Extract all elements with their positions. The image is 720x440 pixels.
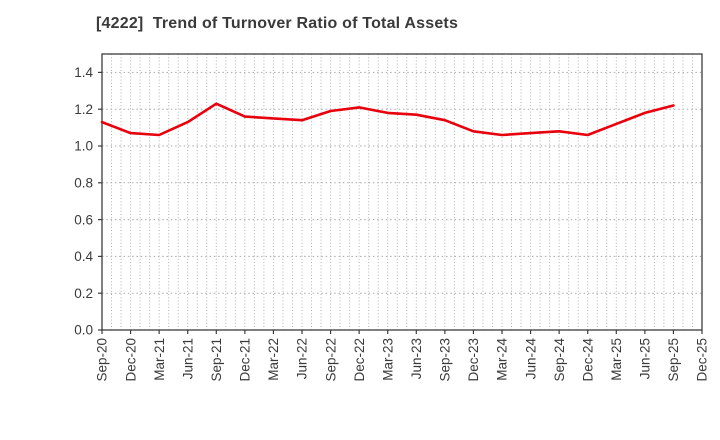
x-tick-label: Jun-21 xyxy=(180,338,195,379)
x-tick-label: Dec-20 xyxy=(123,338,138,382)
x-tick-label: Jun-22 xyxy=(295,338,310,379)
series-line-turnover-ratio xyxy=(100,102,675,137)
x-tick-label: Sep-21 xyxy=(209,338,224,382)
y-tick-label: 1.0 xyxy=(74,139,93,154)
y-tick-label: 1.4 xyxy=(74,65,93,80)
y-tick-label: 0.0 xyxy=(74,323,93,338)
x-tick-label: Sep-24 xyxy=(552,338,567,382)
x-tick-label: Dec-23 xyxy=(466,338,481,382)
chart-title: [4222] Trend of Turnover Ratio of Total … xyxy=(96,15,459,32)
x-tick-label: Dec-21 xyxy=(238,338,253,382)
x-tick-label: Dec-25 xyxy=(695,338,710,382)
plot-border xyxy=(101,53,703,331)
y-tick-label: 0.8 xyxy=(74,176,93,191)
y-tick-label: 1.2 xyxy=(74,102,93,117)
x-tick-label: Jun-23 xyxy=(409,338,424,379)
x-tick-label: Sep-20 xyxy=(95,338,110,382)
x-tick-label: Mar-21 xyxy=(152,338,167,381)
x-tick-label: Mar-22 xyxy=(266,338,281,381)
x-tick-label: Dec-24 xyxy=(580,338,595,382)
x-tick-label: Sep-22 xyxy=(323,338,338,382)
y-tick-label: 0.2 xyxy=(74,286,93,301)
x-tick-label: Dec-22 xyxy=(352,338,367,382)
x-tick-label: Jun-24 xyxy=(523,338,538,380)
x-tick-label: Mar-25 xyxy=(609,338,624,381)
x-tick-label: Sep-23 xyxy=(438,338,453,382)
y-tick-label: 0.4 xyxy=(74,249,93,264)
x-tick-label: Mar-24 xyxy=(495,338,510,381)
x-tick-label: Mar-23 xyxy=(380,338,395,381)
y-tick-label: 0.6 xyxy=(74,212,93,227)
x-tick-label: Sep-25 xyxy=(666,338,681,382)
x-tick-label: Jun-25 xyxy=(638,338,653,379)
